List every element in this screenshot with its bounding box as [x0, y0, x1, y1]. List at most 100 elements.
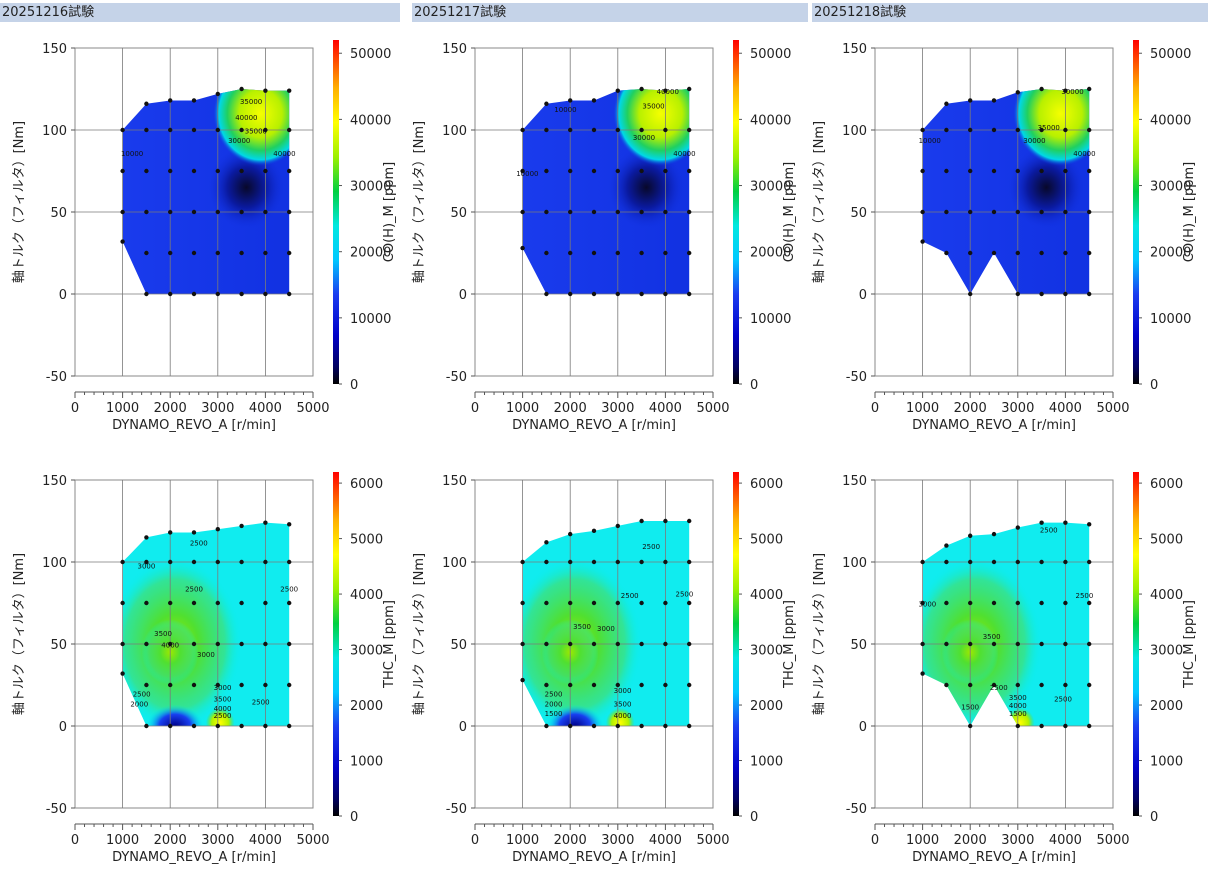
x-tick-label: 3000: [601, 833, 634, 848]
y-tick-label: 50: [450, 206, 467, 221]
data-point: [1087, 723, 1092, 729]
data-point: [568, 682, 573, 688]
data-point: [144, 600, 149, 606]
data-point: [544, 682, 549, 688]
data-point: [663, 168, 668, 174]
data-point: [920, 600, 925, 606]
chart-panel-thc-0: 2500 3000 2500 2500 3500 4000 3000 2500 2000 3000…: [12, 472, 397, 865]
data-point: [263, 291, 268, 297]
data-point: [191, 559, 197, 565]
colorbar-tick-label: 40000: [1150, 113, 1191, 128]
data-point: [1063, 559, 1068, 565]
data-point: [1063, 291, 1068, 297]
data-point: [287, 641, 292, 647]
heatmap-surface: [122, 522, 290, 726]
data-point: [944, 101, 949, 106]
data-point: [991, 168, 997, 174]
data-point: [263, 88, 268, 93]
x-tick-label: 2000: [954, 401, 987, 416]
data-point: [144, 209, 149, 215]
x-tick-label: 2000: [954, 833, 987, 848]
data-point: [591, 559, 597, 565]
data-point: [544, 291, 549, 297]
y-tick-label: -50: [846, 802, 867, 817]
data-point: [287, 682, 292, 688]
data-point: [639, 682, 644, 688]
data-point: [568, 209, 573, 215]
data-point: [1015, 90, 1020, 95]
data-point: [944, 168, 949, 174]
data-point: [1039, 520, 1044, 525]
colorbar-tick-label: 20000: [350, 246, 391, 261]
data-point: [663, 127, 668, 133]
data-point: [991, 641, 997, 647]
data-point: [1087, 86, 1092, 92]
contour-label: 2500: [214, 712, 232, 720]
data-point: [591, 168, 597, 174]
data-point: [239, 559, 244, 565]
data-point: [544, 723, 549, 729]
data-point: [615, 559, 620, 565]
data-point: [1063, 682, 1068, 688]
colorbar: [733, 472, 739, 816]
contour-label: 40000: [1073, 150, 1095, 158]
surface-high-region: [213, 89, 290, 167]
x-tick-label: 3000: [601, 401, 634, 416]
data-point: [1015, 209, 1020, 215]
contour-label: 2000: [545, 700, 563, 708]
colorbar-tick-label: 30000: [350, 180, 391, 195]
y-tick-label: 0: [459, 288, 467, 303]
data-point: [1063, 88, 1068, 93]
contour-label: 2500: [621, 592, 639, 600]
data-point: [191, 250, 197, 256]
data-point: [239, 168, 244, 174]
colorbar-tick-label: 1000: [350, 755, 383, 770]
y-tick-label: 0: [859, 720, 867, 735]
heatmap-surface: [522, 89, 690, 294]
data-point: [120, 239, 125, 244]
data-point: [191, 209, 197, 215]
data-point: [144, 168, 149, 174]
data-point: [191, 682, 197, 688]
colorbar-label: CO(H)_M [ppm]: [1182, 162, 1197, 262]
data-point: [520, 168, 525, 174]
data-point: [215, 641, 220, 647]
data-point: [1063, 641, 1068, 647]
data-point: [663, 641, 668, 647]
colorbar: [1133, 40, 1139, 384]
surface-hot-region: [605, 707, 635, 726]
x-tick-label: 5000: [1096, 833, 1129, 848]
colorbar-tick-label: 4000: [1150, 588, 1183, 603]
data-point: [544, 127, 549, 133]
data-point: [615, 127, 620, 133]
data-point: [1063, 600, 1068, 606]
contour-label: 4000: [161, 641, 179, 649]
data-point: [1063, 168, 1068, 174]
data-point: [663, 88, 668, 93]
x-axis-label: DYNAMO_REVO_A [r/min]: [112, 418, 276, 433]
y-tick-label: 0: [859, 288, 867, 303]
data-point: [215, 682, 220, 688]
data-point: [687, 291, 692, 297]
contour-label: 1500: [1009, 710, 1027, 718]
contour-label: 3000: [918, 600, 936, 608]
data-point: [1063, 250, 1068, 256]
data-point: [1087, 127, 1092, 133]
contour-label: 3000: [614, 687, 632, 695]
contour-label: 2500: [1040, 526, 1058, 534]
y-tick-label: 0: [59, 720, 67, 735]
data-point: [1039, 641, 1044, 647]
data-point: [239, 723, 244, 729]
x-tick-label: 1000: [106, 401, 139, 416]
data-point: [263, 682, 268, 688]
y-axis-label: 軸トルク（フィルタ）[Nm]: [812, 553, 827, 715]
data-point: [920, 239, 925, 244]
data-point: [215, 168, 220, 174]
data-point: [663, 291, 668, 297]
data-point: [663, 518, 668, 524]
colorbar-label: CO(H)_M [ppm]: [382, 162, 397, 262]
contour-label: 4000: [1009, 702, 1027, 710]
data-point: [544, 600, 549, 606]
colorbar-tick-label: 6000: [1150, 477, 1183, 492]
